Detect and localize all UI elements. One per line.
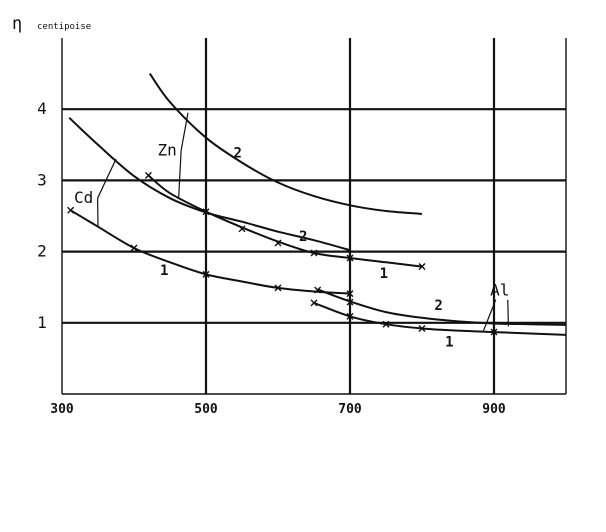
x-tick-label-900: 900 [482, 402, 506, 417]
y-tick-label-3: 3 [37, 170, 47, 189]
data-point-al-1-1 [346, 312, 354, 320]
annotation-al: Al [490, 281, 509, 300]
annotation-zn-1-a-label: 2 [299, 229, 307, 245]
data-point-cd-1-4 [346, 290, 354, 298]
data-point-cd-1-3 [274, 284, 282, 292]
annotation-al-1-label: 1 [445, 334, 453, 350]
data-point-al-2-0 [314, 286, 322, 294]
data-point-zn-1-4 [310, 249, 318, 257]
data-point-al-1-2 [382, 320, 390, 328]
x-tick-label-700: 700 [338, 402, 362, 417]
y-tick-label-2: 2 [37, 242, 47, 261]
annotation-cd: Cd [74, 188, 93, 207]
data-point-al-1-4 [490, 328, 498, 336]
series-curves [68, 73, 567, 336]
leader-al-0 [482, 299, 497, 332]
leader-zn-0 [178, 150, 182, 199]
annotation-cd-1-label: 1 [160, 263, 168, 279]
series-line-al-2 [317, 288, 567, 326]
annotation-zn-2-label: 2 [233, 146, 241, 162]
leader-al-1 [507, 299, 509, 327]
data-point-cd-1-0 [67, 206, 75, 214]
annotation-al-2-label: 2 [434, 298, 442, 314]
series-line-cd-2 [68, 116, 351, 252]
series-line-zn-2 [148, 73, 423, 215]
data-point-cd-1-1 [130, 244, 138, 252]
leader-zn-1 [180, 112, 189, 151]
data-point-zn-1-3 [274, 239, 282, 247]
series-markers [67, 171, 498, 336]
series-line-al-1 [313, 301, 567, 336]
data-point-zn-1-0 [144, 171, 152, 179]
grid-lines [62, 38, 566, 394]
x-tick-label-500: 500 [194, 402, 218, 417]
y-axis-label: η [12, 14, 22, 34]
data-point-zn-1-5 [346, 254, 354, 262]
data-point-al-1-0 [310, 299, 318, 307]
y-tick-label-4: 4 [37, 99, 47, 118]
data-point-zn-1-1 [202, 208, 210, 216]
plot-frame [61, 38, 567, 395]
data-point-al-1-3 [418, 325, 426, 332]
data-point-zn-1-6 [418, 263, 426, 271]
y-tick-label-1: 1 [37, 313, 47, 332]
chart-labels: 300 500 700 900 1 2 3 4 Cd Zn Al 1 2 2 1 2 1 [37, 99, 509, 417]
data-point-zn-1-2 [238, 225, 246, 233]
data-point-cd-1-2 [202, 270, 210, 278]
leader-cd-1 [97, 158, 117, 199]
x-tick-label-300: 300 [50, 402, 74, 417]
annotation-zn-1-b-label: 1 [380, 266, 388, 282]
annotation-zn: Zn [157, 140, 176, 159]
series-line-zn-1 [147, 174, 423, 268]
y-axis-unit: centipoise [37, 22, 91, 32]
data-point-al-2-1 [346, 298, 354, 306]
annotation-leaders [97, 112, 509, 332]
